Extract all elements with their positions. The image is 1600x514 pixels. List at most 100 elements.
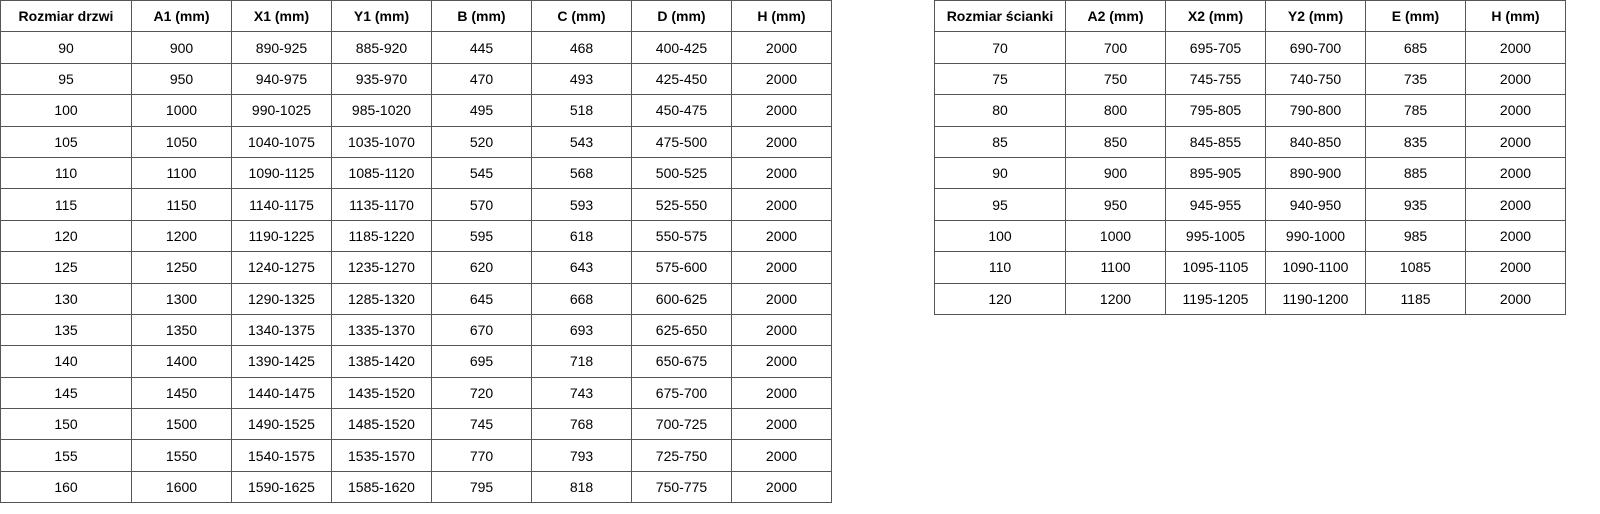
table-cell: 2000 (731, 376, 832, 410)
column-header: X2 (mm) (1165, 0, 1266, 33)
table-cell: 2000 (1465, 156, 1566, 190)
table-cell: 1350 (131, 313, 232, 347)
table-cell: 2000 (731, 313, 832, 347)
wall-size-table: Rozmiar ścianki A2 (mm) X2 (mm) Y2 (mm) E (m… (934, 0, 1566, 315)
table-cell: 620 (431, 251, 532, 284)
table-cell: 735 (1365, 62, 1466, 96)
table-cell: 595 (431, 219, 532, 253)
table-cell: 770 (431, 439, 532, 472)
table-cell: 693 (531, 313, 632, 347)
table-cell: 1440-1475 (231, 376, 332, 410)
table-row: 135 1350 1340-1375 1335-1370 670 693 625-650 20… (0, 313, 832, 347)
table-row: 85 850 845-855 840-850 835 2000 (934, 125, 1566, 158)
table-cell: 160 (0, 470, 132, 504)
table-cell: 1590-1625 (231, 470, 332, 504)
table-cell: 125 (0, 251, 132, 284)
table-cell: 700-725 (631, 408, 732, 441)
table-cell: 835 (1365, 125, 1466, 158)
column-header: H (mm) (731, 0, 832, 33)
table-row: 145 1450 1440-1475 1435-1520 720 743 675-700 20… (0, 376, 832, 410)
table-row: 160 1600 1590-1625 1585-1620 795 818 750-775 20… (0, 470, 832, 504)
table-cell: 1450 (131, 376, 232, 410)
table-cell: 1300 (131, 282, 232, 315)
table-row: 115 1150 1140-1175 1135-1170 570 593 525-550 20… (0, 188, 832, 221)
table-cell: 518 (531, 94, 632, 127)
table-cell: 740-750 (1265, 62, 1366, 96)
column-header: Rozmiar drzwi (0, 0, 132, 33)
table-cell: 885-920 (331, 31, 432, 64)
table-cell: 675-700 (631, 376, 732, 410)
table-cell: 1035-1070 (331, 125, 432, 158)
table-cell: 795-805 (1165, 94, 1266, 127)
table-cell: 695 (431, 345, 532, 378)
table-cell: 2000 (1465, 31, 1566, 64)
table-cell: 1100 (131, 156, 232, 190)
table-cell: 1190-1225 (231, 219, 332, 253)
table-cell: 650-675 (631, 345, 732, 378)
table-cell: 95 (934, 188, 1066, 221)
table-cell: 450-475 (631, 94, 732, 127)
column-header: Y1 (mm) (331, 0, 432, 33)
table-cell: 800 (1065, 94, 1166, 127)
table-cell: 685 (1365, 31, 1466, 64)
table-cell: 2000 (1465, 94, 1566, 127)
table-cell: 1200 (131, 219, 232, 253)
table-cell: 2000 (1465, 125, 1566, 158)
table-row: 70 700 695-705 690-700 685 2000 (934, 31, 1566, 64)
table-cell: 2000 (731, 62, 832, 96)
table-cell: 985-1020 (331, 94, 432, 127)
table-cell: 2000 (731, 439, 832, 472)
table-cell: 520 (431, 125, 532, 158)
table-cell: 625-650 (631, 313, 732, 347)
table-cell: 1085 (1365, 251, 1466, 284)
table-row: 140 1400 1390-1425 1385-1420 695 718 650-675 20… (0, 345, 832, 378)
table-cell: 1250 (131, 251, 232, 284)
table-cell: 940-975 (231, 62, 332, 96)
table-cell: 150 (0, 408, 132, 441)
table-cell: 110 (0, 156, 132, 190)
table-row: 95 950 940-975 935-970 470 493 425-450 2000 (0, 62, 832, 96)
table-cell: 793 (531, 439, 632, 472)
column-header: A1 (mm) (131, 0, 232, 33)
table-cell: 1150 (131, 188, 232, 221)
table-cell: 1550 (131, 439, 232, 472)
table-cell: 100 (934, 219, 1066, 253)
table-cell: 2000 (1465, 188, 1566, 221)
table-cell: 795 (431, 470, 532, 504)
table-cell: 950 (1065, 188, 1166, 221)
table-cell: 1540-1575 (231, 439, 332, 472)
table-cell: 115 (0, 188, 132, 221)
table-cell: 643 (531, 251, 632, 284)
table-cell: 525-550 (631, 188, 732, 221)
table-cell: 885 (1365, 156, 1466, 190)
table-cell: 840-850 (1265, 125, 1366, 158)
table-row: 120 1200 1195-1205 1190-1200 1185 2000 (934, 282, 1566, 315)
table-cell: 1600 (131, 470, 232, 504)
table-cell: 120 (0, 219, 132, 253)
door-size-table: Rozmiar drzwi A1 (mm) X1 (mm) Y1 (mm) B (mm)… (0, 0, 832, 504)
table-cell: 145 (0, 376, 132, 410)
header-row: Rozmiar drzwi A1 (mm) X1 (mm) Y1 (mm) B (mm)… (0, 0, 832, 33)
table-cell: 1140-1175 (231, 188, 332, 221)
table-row: 110 1100 1090-1125 1085-1120 545 568 500-525 20… (0, 156, 832, 190)
table-cell: 425-450 (631, 62, 732, 96)
column-header: X1 (mm) (231, 0, 332, 33)
table-cell: 768 (531, 408, 632, 441)
table-cell: 1100 (1065, 251, 1166, 284)
table-cell: 1185-1220 (331, 219, 432, 253)
table-cell: 1090-1125 (231, 156, 332, 190)
table-cell: 445 (431, 31, 532, 64)
table-cell: 618 (531, 219, 632, 253)
table-cell: 1490-1525 (231, 408, 332, 441)
table-cell: 135 (0, 313, 132, 347)
table-cell: 935-970 (331, 62, 432, 96)
table-row: 105 1050 1040-1075 1035-1070 520 543 475-500 20… (0, 125, 832, 158)
table-row: 75 750 745-755 740-750 735 2000 (934, 62, 1566, 96)
table-cell: 720 (431, 376, 532, 410)
table-row: 120 1200 1190-1225 1185-1220 595 618 550-575 20… (0, 219, 832, 253)
table-cell: 743 (531, 376, 632, 410)
table-row: 150 1500 1490-1525 1485-1520 745 768 700-725 20… (0, 408, 832, 441)
table-cell: 750 (1065, 62, 1166, 96)
table-cell: 725-750 (631, 439, 732, 472)
table-cell: 80 (934, 94, 1066, 127)
